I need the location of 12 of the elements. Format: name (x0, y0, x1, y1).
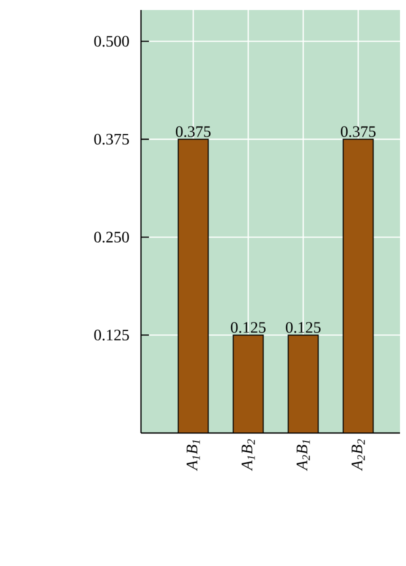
x-tick-label: A$_{2}$B$_{2}$ (352, 439, 365, 472)
x-tick-label: A$_{1}$B$_{2}$ (242, 439, 255, 472)
data-label: 0.125 (230, 322, 266, 333)
y-tick-label: 0.375 (94, 134, 129, 145)
x-tick-label: A$_{1}$B$_{1}$ (186, 440, 200, 472)
y-tick-label: 0.500 (94, 36, 129, 47)
y-tick-label: 0.250 (94, 232, 129, 243)
data-label: 0.375 (340, 126, 376, 138)
data-label: 0.125 (286, 322, 321, 333)
x-tick-label: A$_{2}$B$_{1}$ (296, 440, 310, 472)
data-label: 0.375 (176, 126, 211, 138)
y-tick-label: 0.125 (94, 330, 129, 340)
